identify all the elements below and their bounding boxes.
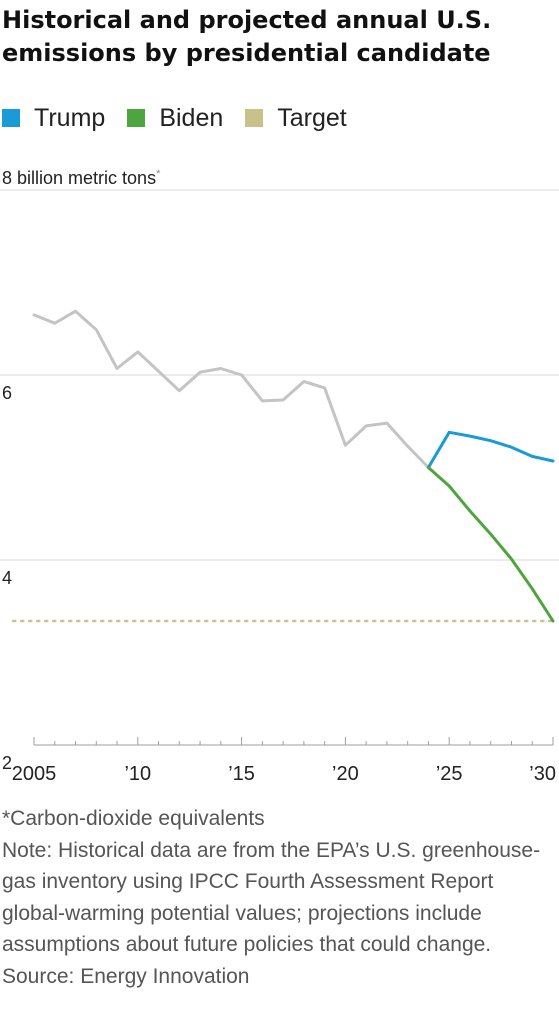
x-tick-label-2005: 2005: [12, 763, 57, 785]
legend-swatch-target: [245, 109, 264, 127]
emissions-line-chart: 2 4 6 2005 ’10 ’15 ’20 ’25 ’30: [0, 189, 559, 785]
chart-notes: *Carbon-dioxide equivalents Note: Histor…: [2, 803, 557, 992]
legend-swatch-trump: [2, 109, 20, 127]
y-tick-label-6: 6: [2, 383, 12, 403]
legend-label-trump: Trump: [34, 103, 106, 132]
y-tick-label-2: 2: [2, 753, 12, 773]
x-tick-label-2025: ’25: [436, 763, 463, 785]
x-tick-label-2030: ’30: [529, 763, 556, 785]
y-axis-unit-label: 8 billion metric tons*: [2, 168, 160, 189]
y-tick-label-4: 4: [2, 568, 12, 588]
legend-label-target: Target: [277, 103, 347, 132]
historical-emissions-line: [32, 309, 430, 469]
note-text: Note: Historical data are from the EPA’s…: [2, 838, 541, 957]
legend-label-biden: Biden: [159, 103, 224, 132]
y-axis-unit-text: 8 billion metric tons: [2, 168, 157, 188]
x-tick-label-2015: ’15: [228, 763, 255, 785]
source-text: Source: Energy Innovation: [2, 964, 250, 988]
x-tick-label-2010: ’10: [124, 763, 151, 785]
legend-item-target: Target: [245, 103, 347, 133]
legend: Trump Biden Target: [2, 102, 369, 134]
footnote-text: *Carbon-dioxide equivalents: [2, 807, 265, 830]
legend-swatch-biden: [127, 109, 146, 127]
biden-projection-line: [426, 466, 555, 623]
trump-projection-line: [426, 430, 555, 469]
footnote-marker: *: [156, 168, 161, 180]
legend-item-biden: Biden: [127, 104, 223, 133]
legend-item-trump: Trump: [2, 104, 105, 133]
chart-title: Historical and projected annual U.S. emi…: [2, 6, 492, 67]
x-tick-label-2020: ’20: [332, 763, 359, 785]
